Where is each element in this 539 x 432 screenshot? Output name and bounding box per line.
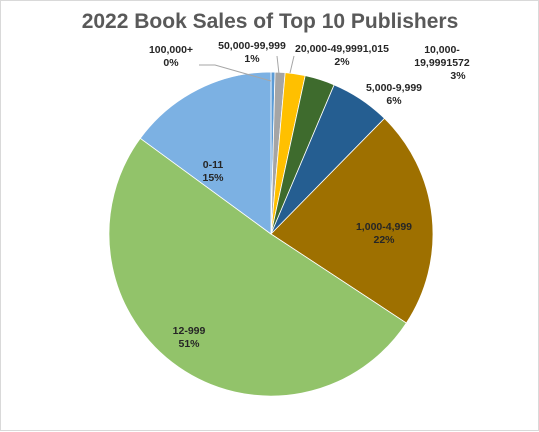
leader-line (199, 64, 272, 82)
pie-slice (270, 117, 434, 324)
data-label: 12-999 51% (173, 325, 206, 350)
pie-slice (139, 71, 272, 235)
data-label: 50,000-99,999 1% (218, 40, 286, 65)
leader-line (276, 55, 280, 75)
data-label: 1,000-4,999 22% (356, 221, 412, 246)
data-label: 20,000-49,9991,015 2% (295, 43, 389, 68)
data-label: 10,000-19,9991572 3% (414, 44, 470, 82)
data-label: 0-11 15% (202, 159, 224, 184)
leader-line (289, 55, 295, 74)
data-label: 100,000+ 0% (149, 44, 193, 69)
data-label: 5,000-9,999 6% (366, 82, 422, 107)
chart-title: 2022 Book Sales of Top 10 Publishers (82, 10, 459, 33)
pie-slice (108, 137, 407, 397)
